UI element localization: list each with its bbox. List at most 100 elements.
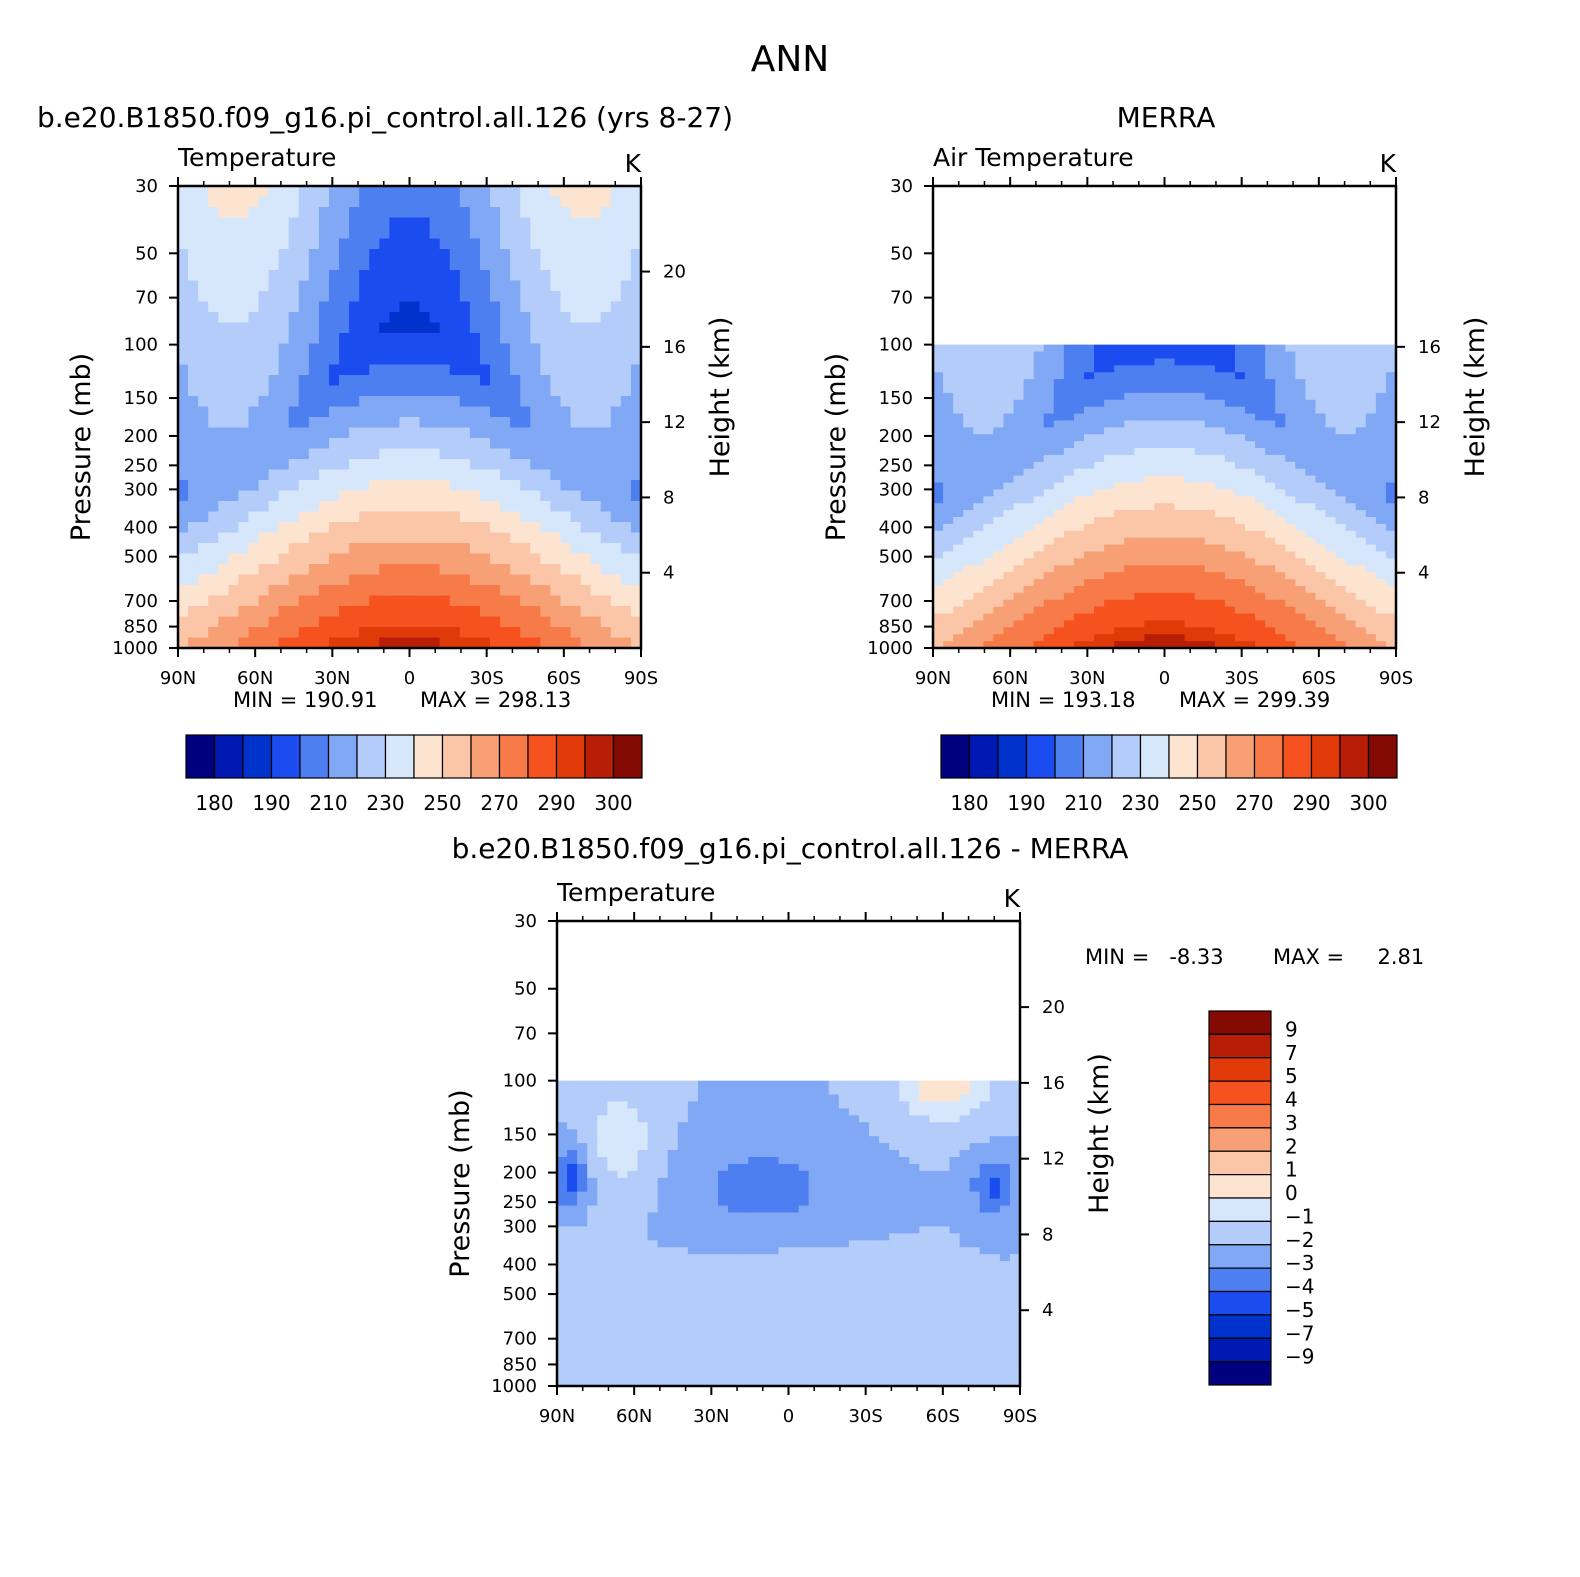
contour-cell [1184, 620, 1196, 628]
contour-cell [1154, 579, 1166, 587]
contour-cell [1325, 427, 1337, 435]
contour-cell [188, 532, 199, 544]
contour-cell [560, 354, 572, 366]
contour-cell [953, 441, 964, 449]
contour-cell [1013, 358, 1025, 366]
contour-cell [963, 627, 974, 635]
contour-cell [429, 333, 441, 345]
contour-cell [697, 1115, 709, 1123]
contour-cell [993, 558, 1005, 566]
contour-cell [268, 364, 280, 376]
contour-cell [1285, 551, 1296, 559]
contour-cell [607, 1226, 618, 1234]
contour-cell [630, 417, 642, 429]
contour-cell [1184, 537, 1196, 546]
contour-cell [577, 1150, 588, 1158]
contour-cell [540, 364, 552, 376]
contour-cell [580, 406, 592, 418]
contour-cell [630, 511, 642, 523]
contour-cell [520, 217, 531, 229]
contour-cell [1224, 475, 1236, 484]
contour-cell [993, 427, 1005, 435]
contour-cell [228, 438, 239, 450]
contour-cell [429, 637, 441, 649]
contour-cell [188, 249, 199, 261]
contour-cell [1305, 641, 1317, 649]
contour-cell [419, 417, 431, 429]
y2-tick-label: 12 [1418, 412, 1441, 433]
contour-cell [1104, 386, 1115, 394]
contour-cell [1144, 468, 1156, 477]
contour-cell [1184, 551, 1196, 559]
contour-cell [198, 312, 209, 324]
contour-cell [1255, 413, 1266, 422]
contour-cell [540, 196, 552, 208]
contour-cell [587, 1226, 598, 1234]
contour-cell [1053, 572, 1065, 580]
contour-cell [469, 522, 481, 534]
contour-cell [1003, 434, 1015, 442]
contour-cell [490, 459, 501, 471]
contour-cell [1335, 434, 1347, 442]
contour-cell [1214, 503, 1226, 511]
contour-cell [718, 1150, 729, 1158]
contour-cell [570, 501, 582, 513]
contour-cell [1083, 530, 1095, 539]
contour-cell [349, 501, 360, 513]
contour-cell [1134, 627, 1145, 635]
contour-cell [587, 1344, 598, 1352]
contour-cell [587, 1358, 598, 1366]
contour-cell [268, 259, 280, 271]
contour-cell [577, 1087, 588, 1096]
contour-cell [208, 438, 219, 450]
contour-cell [610, 322, 622, 334]
contour-cell [1003, 572, 1015, 580]
contour-cell [469, 637, 481, 649]
contour-cell [1023, 365, 1035, 373]
contour-cell [610, 228, 622, 240]
contour-cell [1375, 351, 1387, 360]
contour-cell [728, 1115, 739, 1123]
contour-cell [697, 1309, 709, 1318]
contour-cell [228, 207, 239, 219]
contour-cell [1245, 413, 1256, 422]
contour-cell [1335, 358, 1347, 366]
contour-cell [1234, 427, 1246, 435]
contour-cell [1345, 579, 1357, 587]
contour-cell [379, 438, 390, 450]
contour-cell [1073, 482, 1085, 491]
contour-cell [188, 595, 199, 607]
contour-cell [637, 1261, 649, 1269]
contour-cell [500, 532, 511, 544]
contour-cell [587, 1274, 598, 1283]
contour-cell [1023, 613, 1035, 622]
contour-cell [1194, 468, 1206, 477]
contour-cell [1375, 537, 1387, 546]
contour-cell [1255, 372, 1266, 380]
contour-cell [530, 427, 541, 439]
contour-cell [590, 354, 602, 366]
contour-cell [600, 228, 612, 240]
contour-cell [1204, 551, 1216, 559]
contour-cell [1114, 592, 1125, 601]
contour-cell [1275, 454, 1286, 463]
contour-cell [288, 196, 300, 208]
contour-cell [973, 475, 984, 484]
contour-cell [339, 186, 350, 198]
contour-cell [617, 1170, 629, 1179]
contour-cell [288, 522, 300, 534]
contour-cell [188, 522, 199, 534]
contour-cell [399, 249, 411, 261]
contour-cell [208, 637, 219, 649]
contour-cell [1355, 523, 1367, 532]
contour-cell [540, 406, 552, 418]
contour-cell [328, 543, 340, 555]
contour-cell [1355, 503, 1367, 511]
contour-cell [657, 1212, 669, 1221]
contour-cell [490, 616, 501, 628]
contour-cell [1144, 510, 1156, 518]
contour-cell [530, 585, 541, 597]
contour-cell [973, 344, 984, 353]
contour-cell [399, 459, 411, 471]
contour-cell [963, 503, 974, 511]
